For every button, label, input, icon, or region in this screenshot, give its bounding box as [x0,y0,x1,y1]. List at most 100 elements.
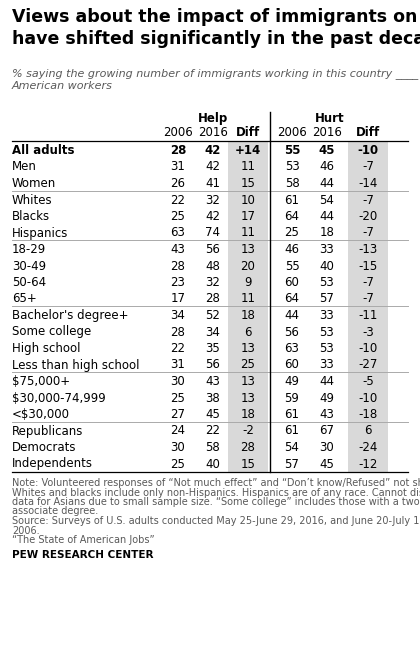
Text: 54: 54 [320,194,334,206]
Text: 49: 49 [284,375,299,388]
Text: 28: 28 [171,326,186,338]
Text: Blacks: Blacks [12,210,50,223]
Text: “The State of American Jobs”: “The State of American Jobs” [12,535,155,545]
Text: 56: 56 [285,326,299,338]
Text: 64: 64 [284,293,299,306]
Text: 65+: 65+ [12,293,37,306]
Text: <$30,000: <$30,000 [12,408,70,421]
Text: 13: 13 [241,342,255,355]
Text: 11: 11 [241,161,255,174]
Text: 28: 28 [241,441,255,454]
Text: 30: 30 [320,441,334,454]
Text: -18: -18 [358,408,378,421]
Text: 6: 6 [364,425,372,438]
Text: 43: 43 [320,408,334,421]
Text: 61: 61 [284,194,299,206]
Text: 58: 58 [285,177,299,190]
Text: 45: 45 [320,458,334,470]
Text: 46: 46 [284,243,299,256]
Text: 56: 56 [205,243,220,256]
Text: -12: -12 [358,458,378,470]
Text: -5: -5 [362,375,374,388]
Text: Whites: Whites [12,194,52,206]
Text: Bachelor's degree+: Bachelor's degree+ [12,309,129,322]
Text: 30: 30 [171,441,185,454]
Text: 27: 27 [171,408,186,421]
Text: 25: 25 [171,391,186,405]
Text: 74: 74 [205,226,220,239]
Text: 48: 48 [205,259,220,273]
Text: 17: 17 [171,293,186,306]
Text: 13: 13 [241,243,255,256]
Text: 49: 49 [320,391,334,405]
Text: -27: -27 [358,358,378,371]
Text: -10: -10 [358,391,378,405]
Text: Help: Help [198,112,228,125]
Text: 17: 17 [241,210,255,223]
Text: 53: 53 [285,161,299,174]
Text: 55: 55 [285,259,299,273]
Text: 40: 40 [205,458,220,470]
Text: -15: -15 [358,259,378,273]
Text: 2006.: 2006. [12,525,39,535]
Text: 67: 67 [320,425,334,438]
Text: 28: 28 [171,259,186,273]
Text: 30-49: 30-49 [12,259,46,273]
Text: 44: 44 [320,210,334,223]
Text: Independents: Independents [12,458,93,470]
Text: 25: 25 [171,210,186,223]
Text: 44: 44 [284,309,299,322]
Text: 15: 15 [241,177,255,190]
Text: 53: 53 [320,342,334,355]
Text: 24: 24 [171,425,186,438]
Text: 32: 32 [205,194,220,206]
Text: 13: 13 [241,391,255,405]
Text: 9: 9 [244,276,252,289]
Text: 60: 60 [285,276,299,289]
Text: -14: -14 [358,177,378,190]
Text: 61: 61 [284,425,299,438]
Text: Men: Men [12,161,37,174]
Text: 33: 33 [320,309,334,322]
Text: 55: 55 [284,144,300,157]
Text: 43: 43 [205,375,220,388]
Text: 42: 42 [205,161,220,174]
Text: 11: 11 [241,293,255,306]
Text: 18: 18 [241,408,255,421]
Text: 2006: 2006 [163,126,193,139]
Text: 59: 59 [285,391,299,405]
Text: 40: 40 [320,259,334,273]
Text: 42: 42 [205,210,220,223]
Text: -10: -10 [357,144,378,157]
Bar [348,141,388,472]
Text: Whites and blacks include only non-Hispanics. Hispanics are of any race. Cannot : Whites and blacks include only non-Hispa… [12,488,420,498]
Text: 20: 20 [241,259,255,273]
Text: Views about the impact of immigrants on U.S. workers
have shifted significantly : Views about the impact of immigrants on … [12,8,420,48]
Text: 34: 34 [171,309,186,322]
Text: -20: -20 [358,210,378,223]
Text: 2016: 2016 [198,126,228,139]
Text: Note: Volunteered responses of “Not much effect” and “Don’t know/Refused” not sh: Note: Volunteered responses of “Not much… [12,478,420,488]
Text: -7: -7 [362,293,374,306]
Text: Hurt: Hurt [315,112,345,125]
Text: 53: 53 [320,276,334,289]
Text: -3: -3 [362,326,374,338]
Text: Some college: Some college [12,326,91,338]
Text: 58: 58 [206,441,220,454]
Text: 22: 22 [171,342,186,355]
Text: Women: Women [12,177,56,190]
Text: +14: +14 [235,144,261,157]
Text: 38: 38 [206,391,220,405]
Text: 57: 57 [285,458,299,470]
Text: -2: -2 [242,425,254,438]
Text: 22: 22 [171,194,186,206]
Text: 33: 33 [320,358,334,371]
Text: 2016: 2016 [312,126,342,139]
Text: 41: 41 [205,177,220,190]
Text: 28: 28 [170,144,186,157]
Text: -24: -24 [358,441,378,454]
Text: 45: 45 [205,408,220,421]
Text: 61: 61 [284,408,299,421]
Text: 30: 30 [171,375,185,388]
Text: 34: 34 [205,326,220,338]
